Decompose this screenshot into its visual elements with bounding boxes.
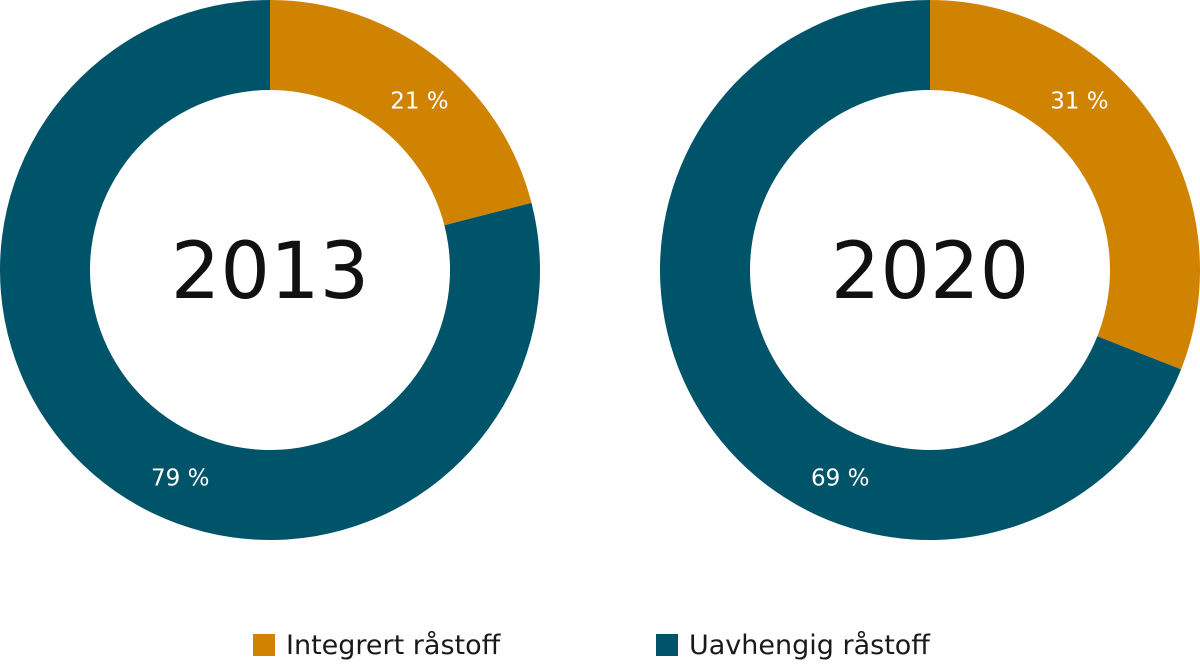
legend-label-uavhengig: Uavhengig råstoff: [689, 629, 930, 661]
legend: Integrert råstoff Uavhengig råstoff: [0, 625, 1200, 665]
donut-2013: 2013 21 % 79 %: [0, 0, 540, 540]
slice-label-integrert-2013: 21 %: [390, 88, 448, 114]
slice-uavhengig-2020: [660, 0, 1182, 540]
donut-charts: 2013 21 % 79 % 2020 31 % 69 %: [0, 0, 1200, 540]
slice-uavhengig-2013: [0, 0, 540, 540]
center-year-2013: 2013: [171, 227, 370, 317]
slice-label-uavhengig-2020: 69 %: [811, 465, 869, 491]
legend-swatch-integrert: [253, 634, 275, 656]
center-year-2020: 2020: [831, 227, 1030, 317]
legend-label-integrert: Integrert råstoff: [286, 629, 501, 661]
slice-label-uavhengig-2013: 79 %: [151, 465, 209, 491]
legend-swatch-uavhengig: [656, 634, 678, 656]
donut-2020: 2020 31 % 69 %: [660, 0, 1200, 540]
slice-integrert-2013: [270, 0, 532, 226]
slice-integrert-2020: [930, 0, 1200, 370]
legend-item-uavhengig: Uavhengig råstoff: [656, 625, 930, 665]
slice-label-integrert-2020: 31 %: [1050, 88, 1108, 114]
legend-item-integrert: Integrert råstoff: [253, 625, 500, 665]
